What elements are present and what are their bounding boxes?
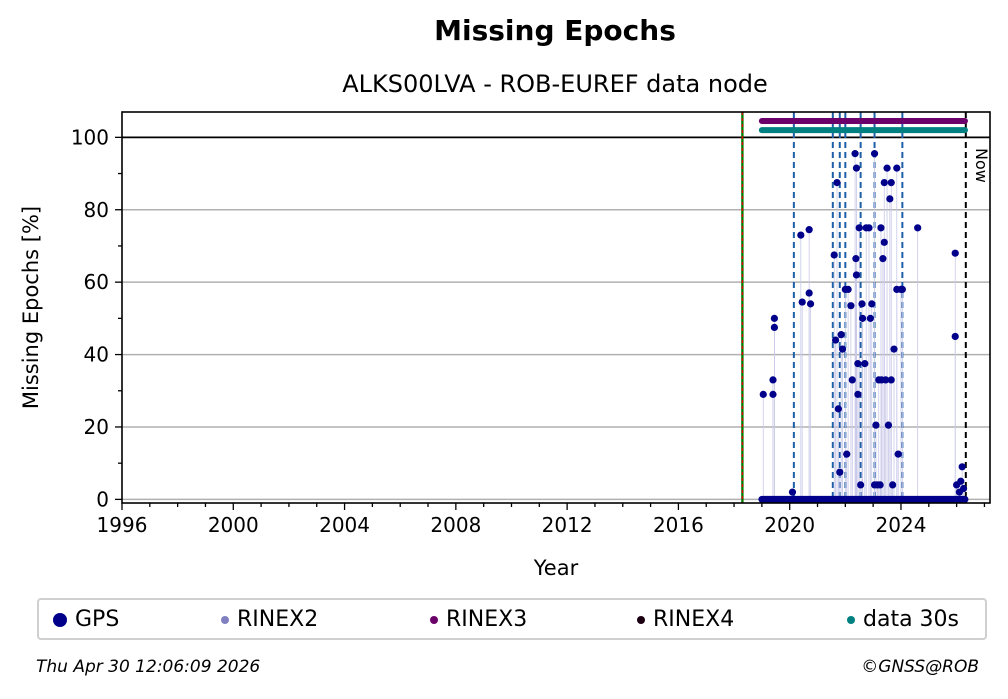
data-point: [830, 251, 838, 259]
data-point: [951, 249, 959, 257]
x-tick-label: 2004: [319, 513, 370, 537]
data-point: [834, 405, 842, 413]
data-point: [886, 195, 894, 203]
data-point: [852, 255, 860, 263]
data-point: [843, 450, 851, 458]
legend-marker: [637, 615, 645, 624]
now-label: Now: [972, 148, 991, 183]
data-point: [851, 150, 859, 158]
data-point: [770, 314, 778, 322]
data-point: [884, 421, 893, 429]
x-tick-label: 2020: [764, 513, 815, 537]
x-tick-label: 2024: [876, 513, 927, 537]
legend-item-data-30s: data 30s: [847, 607, 959, 632]
footer-copyright: ©GNSS@ROB: [861, 657, 979, 677]
data-point: [858, 314, 867, 322]
data-point: [854, 390, 862, 398]
data-point: [837, 331, 845, 339]
data-point: [883, 164, 891, 172]
legend-marker: [53, 612, 67, 627]
legend-label: GPS: [75, 607, 120, 632]
chart-subtitle: ALKS00LVA - ROB-EUREF data node: [342, 70, 768, 98]
legend-item-rinex3: RINEX3: [430, 607, 527, 632]
legend-label: data 30s: [863, 607, 960, 632]
data-point: [788, 488, 797, 496]
legend-marker: [847, 615, 855, 624]
y-tick-label: 40: [84, 343, 109, 367]
data-point: [889, 481, 897, 489]
x-tick-label: 1996: [97, 513, 148, 537]
data-point: [882, 376, 890, 384]
y-axis-label: Missing Epochs [%]: [19, 206, 43, 409]
data-point: [848, 376, 856, 384]
data-point: [857, 481, 865, 489]
data-point: [852, 164, 861, 172]
plot-frame: [121, 111, 991, 504]
data-point: [914, 224, 922, 232]
legend-item-rinex4: RINEX4: [637, 607, 734, 632]
legend-item-rinex2: RINEX2: [221, 607, 318, 632]
footer-timestamp: Thu Apr 30 12:06:09 2026: [36, 657, 261, 677]
data-point: [805, 289, 813, 297]
chart-title: Missing Epochs: [434, 14, 676, 47]
data-point: [838, 345, 847, 353]
legend-label: RINEX2: [237, 607, 319, 632]
data-point: [866, 314, 874, 322]
x-tick-label: 2008: [430, 513, 481, 537]
data-point: [877, 224, 885, 232]
data-point: [894, 450, 902, 458]
data-point: [876, 481, 884, 489]
data-point: [806, 300, 815, 308]
data-point: [868, 300, 876, 308]
data-point: [798, 298, 806, 306]
data-point: [880, 178, 888, 187]
data-point: [855, 224, 863, 232]
legend-marker: [430, 615, 438, 624]
data-point: [844, 285, 852, 293]
legend-label: RINEX3: [446, 607, 528, 632]
data-point: [854, 360, 862, 368]
legend-item-gps: GPS: [53, 607, 119, 632]
data-point: [833, 178, 841, 187]
data-point: [865, 224, 873, 232]
y-tick-label: 100: [71, 125, 109, 149]
data-point: [958, 463, 966, 471]
data-point: [898, 285, 906, 293]
data-point: [759, 390, 767, 398]
data-point: [893, 164, 901, 172]
data-point: [852, 271, 861, 279]
data-point: [951, 332, 959, 341]
data-point: [872, 421, 880, 429]
y-tick-label: 60: [84, 270, 109, 294]
data-point: [769, 376, 777, 384]
data-point: [870, 150, 879, 158]
x-tick-label: 2012: [542, 513, 593, 537]
legend-marker: [221, 615, 229, 624]
data-point: [831, 336, 840, 344]
data-point: [959, 484, 968, 493]
data-point: [797, 231, 805, 239]
data-point: [880, 238, 888, 246]
data-point: [879, 255, 887, 263]
x-tick-label: 2000: [208, 513, 259, 537]
legend: GPS RINEX2 RINEX3 RINEX4 data 30s: [37, 598, 987, 640]
data-point: [805, 226, 813, 234]
legend-label: RINEX4: [653, 607, 735, 632]
y-tick-label: 80: [84, 198, 109, 222]
y-tick-label: 20: [84, 415, 109, 439]
data-point: [957, 477, 965, 485]
data-point: [769, 390, 777, 398]
data-point: [847, 302, 855, 310]
x-axis-label: Year: [533, 556, 579, 580]
data-point: [770, 323, 778, 332]
data-point: [836, 468, 844, 476]
data-point: [887, 178, 895, 187]
y-tick-label: 0: [96, 487, 109, 511]
data-point: [887, 376, 895, 384]
x-tick-label: 2016: [653, 513, 704, 537]
data-point: [861, 360, 869, 368]
data-point: [890, 345, 898, 353]
data-point: [858, 300, 866, 308]
